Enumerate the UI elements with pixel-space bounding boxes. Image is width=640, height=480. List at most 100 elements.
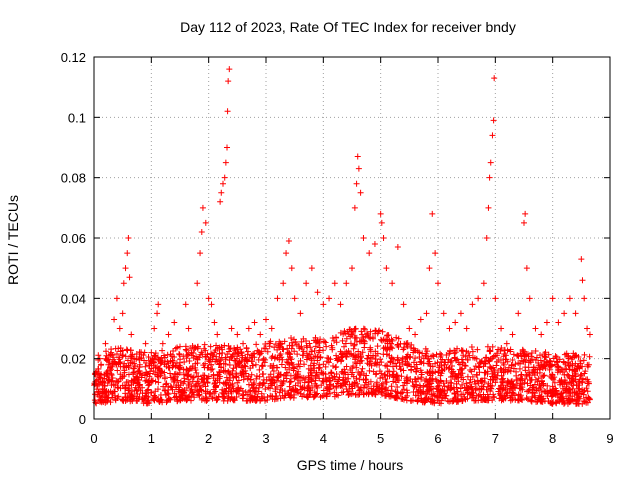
background-point (243, 344, 250, 351)
background-point (437, 378, 444, 385)
data-point (475, 295, 482, 302)
data-point (263, 316, 269, 323)
background-point (187, 397, 194, 404)
background-point (145, 354, 152, 361)
background-point (108, 372, 115, 379)
background-point (472, 397, 479, 404)
background-point (175, 364, 182, 371)
background-point (294, 351, 301, 358)
background-point (217, 357, 224, 364)
background-point (564, 371, 571, 378)
background-point (468, 343, 475, 350)
background-point (328, 369, 335, 376)
background-point (581, 370, 588, 377)
background-point (382, 379, 389, 386)
background-point (174, 344, 181, 351)
background-point (256, 384, 263, 391)
background-point (97, 362, 104, 369)
background-point (475, 363, 482, 370)
data-point (487, 159, 494, 166)
background-point (254, 347, 261, 354)
background-point (437, 387, 444, 394)
data-point (440, 310, 447, 317)
x-tick-label: 5 (377, 431, 384, 446)
data-point (245, 325, 252, 332)
data-point (526, 295, 533, 302)
background-point (383, 384, 390, 391)
background-point (225, 395, 232, 402)
data-point (111, 316, 118, 323)
background-point (529, 370, 536, 377)
background-point (184, 351, 191, 358)
background-point (373, 380, 380, 387)
background-point (359, 331, 366, 338)
background-point (278, 361, 285, 368)
background-point (201, 375, 208, 382)
background-point (552, 361, 559, 368)
background-point (233, 388, 240, 395)
background-point (573, 397, 580, 404)
data-point (353, 180, 360, 187)
background-point (471, 378, 478, 385)
data-point (288, 265, 295, 272)
background-point (550, 355, 557, 362)
data-point (326, 295, 333, 302)
background-point (514, 352, 521, 359)
background-point (473, 385, 480, 392)
background-point (252, 397, 259, 404)
background-point (445, 384, 452, 391)
background-point (494, 372, 501, 379)
background-point (181, 358, 188, 365)
background-point (489, 355, 496, 362)
background-point (414, 348, 421, 355)
background-point (368, 389, 375, 396)
background-point (301, 379, 308, 386)
background-point (585, 380, 592, 387)
background-point (501, 392, 508, 399)
background-point (528, 350, 535, 357)
background-point (580, 357, 587, 364)
background-point (369, 390, 376, 397)
background-point (192, 366, 199, 373)
background-point (182, 371, 189, 378)
background-point (388, 354, 395, 361)
background-point (265, 384, 272, 391)
background-point (584, 399, 591, 406)
background-point (191, 391, 198, 398)
background-point (97, 397, 104, 404)
background-point (156, 398, 163, 405)
background-point (545, 351, 552, 358)
background-point (187, 387, 194, 394)
background-point (155, 379, 162, 386)
background-point (292, 338, 299, 345)
background-point (547, 358, 554, 365)
background-point (268, 380, 275, 387)
data-point (584, 325, 591, 332)
background-point (408, 363, 415, 370)
background-point (356, 357, 363, 364)
background-point (400, 382, 407, 389)
background-point (383, 351, 390, 358)
background-point (377, 356, 384, 363)
background-point (550, 376, 557, 383)
background-point (517, 360, 524, 367)
background-point (348, 383, 355, 390)
background-point (126, 390, 133, 397)
data-point (423, 310, 430, 317)
background-point (277, 386, 284, 393)
background-point (489, 383, 496, 390)
background-point (135, 377, 142, 384)
background-point (327, 381, 334, 388)
data-point (220, 180, 226, 187)
background-point (498, 382, 505, 389)
background-point (339, 337, 346, 344)
background-point (142, 363, 149, 370)
data-point (97, 379, 104, 386)
background-point (431, 399, 438, 406)
background-point (218, 364, 225, 371)
background-point (488, 385, 495, 392)
background-point (538, 377, 545, 384)
y-tick-label: 0 (79, 412, 86, 427)
background-point (372, 371, 379, 378)
background-point (276, 356, 283, 363)
